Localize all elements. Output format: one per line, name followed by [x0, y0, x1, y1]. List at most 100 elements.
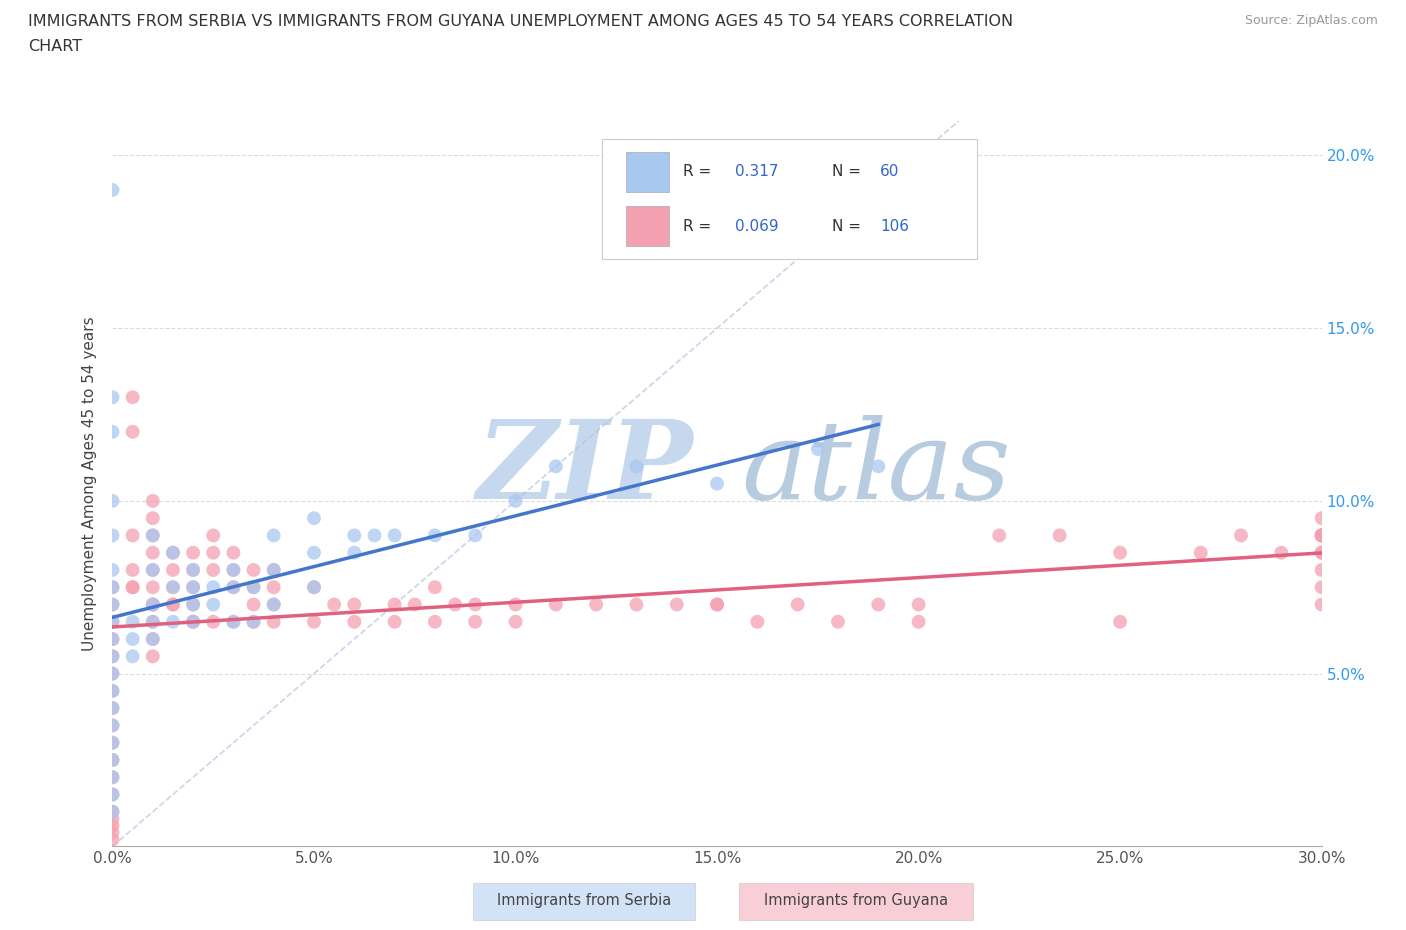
Point: [242, 597, 264, 612]
Point: [101, 804, 124, 819]
Point: [162, 597, 184, 612]
Point: [1310, 597, 1333, 612]
Point: [505, 615, 527, 630]
Text: Source: ZipAtlas.com: Source: ZipAtlas.com: [1244, 14, 1378, 27]
Point: [101, 684, 124, 698]
Point: [807, 442, 830, 457]
Point: [142, 545, 165, 560]
Point: [162, 545, 184, 560]
Point: [384, 615, 406, 630]
Point: [101, 700, 124, 715]
Point: [181, 579, 204, 594]
Bar: [626, 152, 669, 192]
Point: [142, 494, 165, 509]
Text: ZIP: ZIP: [477, 416, 693, 523]
Point: [202, 563, 225, 578]
Point: [263, 563, 285, 578]
Point: [101, 615, 124, 630]
Point: [1230, 528, 1253, 543]
Point: [142, 563, 165, 578]
FancyBboxPatch shape: [602, 139, 977, 259]
Point: [142, 528, 165, 543]
Point: [202, 579, 225, 594]
Point: [1310, 528, 1333, 543]
Point: [626, 597, 648, 612]
Point: [162, 545, 184, 560]
Text: 0.069: 0.069: [735, 219, 779, 233]
Point: [181, 597, 204, 612]
Point: [585, 597, 607, 612]
Point: [142, 597, 165, 612]
Point: [121, 390, 143, 405]
Point: [101, 684, 124, 698]
Text: 60: 60: [880, 165, 900, 179]
Point: [142, 511, 165, 525]
Point: [142, 563, 165, 578]
Point: [626, 458, 648, 473]
Text: Immigrants from Serbia: Immigrants from Serbia: [496, 893, 671, 909]
Point: [384, 597, 406, 612]
Point: [464, 528, 486, 543]
Point: [786, 597, 808, 612]
Point: [101, 700, 124, 715]
Point: [907, 597, 929, 612]
Point: [242, 615, 264, 630]
Point: [202, 597, 225, 612]
Point: [162, 563, 184, 578]
Point: [162, 579, 184, 594]
Text: N =: N =: [832, 219, 866, 233]
Point: [142, 528, 165, 543]
Point: [121, 649, 143, 664]
Point: [423, 528, 446, 543]
Point: [423, 579, 446, 594]
Point: [1270, 545, 1292, 560]
Point: [142, 597, 165, 612]
Point: [181, 597, 204, 612]
Point: [121, 528, 143, 543]
Point: [162, 579, 184, 594]
Point: [101, 494, 124, 509]
Bar: [626, 206, 669, 246]
Point: [222, 563, 245, 578]
Point: [1109, 545, 1132, 560]
Point: [101, 770, 124, 785]
Point: [142, 597, 165, 612]
Point: [101, 649, 124, 664]
Point: [302, 545, 325, 560]
Point: [505, 494, 527, 509]
Point: [544, 458, 567, 473]
Point: [363, 528, 385, 543]
Point: [263, 563, 285, 578]
Point: [101, 563, 124, 578]
Point: [544, 597, 567, 612]
Point: [222, 579, 245, 594]
Point: [222, 615, 245, 630]
Point: [181, 615, 204, 630]
Point: [101, 597, 124, 612]
Point: [302, 579, 325, 594]
Point: [101, 752, 124, 767]
Point: [101, 182, 124, 197]
Point: [404, 597, 426, 612]
Point: [323, 597, 346, 612]
Point: [1310, 545, 1333, 560]
Point: [202, 528, 225, 543]
Point: [988, 528, 1011, 543]
Point: [101, 666, 124, 681]
Point: [1310, 563, 1333, 578]
Point: [263, 597, 285, 612]
Point: [142, 579, 165, 594]
Point: [1310, 528, 1333, 543]
Point: [101, 818, 124, 833]
Text: 0.317: 0.317: [735, 165, 779, 179]
Point: [101, 752, 124, 767]
Point: [343, 597, 366, 612]
Point: [464, 615, 486, 630]
Point: [142, 615, 165, 630]
Point: [101, 718, 124, 733]
Point: [162, 615, 184, 630]
Point: [101, 631, 124, 646]
Point: [101, 718, 124, 733]
Point: [1310, 579, 1333, 594]
Point: [142, 631, 165, 646]
